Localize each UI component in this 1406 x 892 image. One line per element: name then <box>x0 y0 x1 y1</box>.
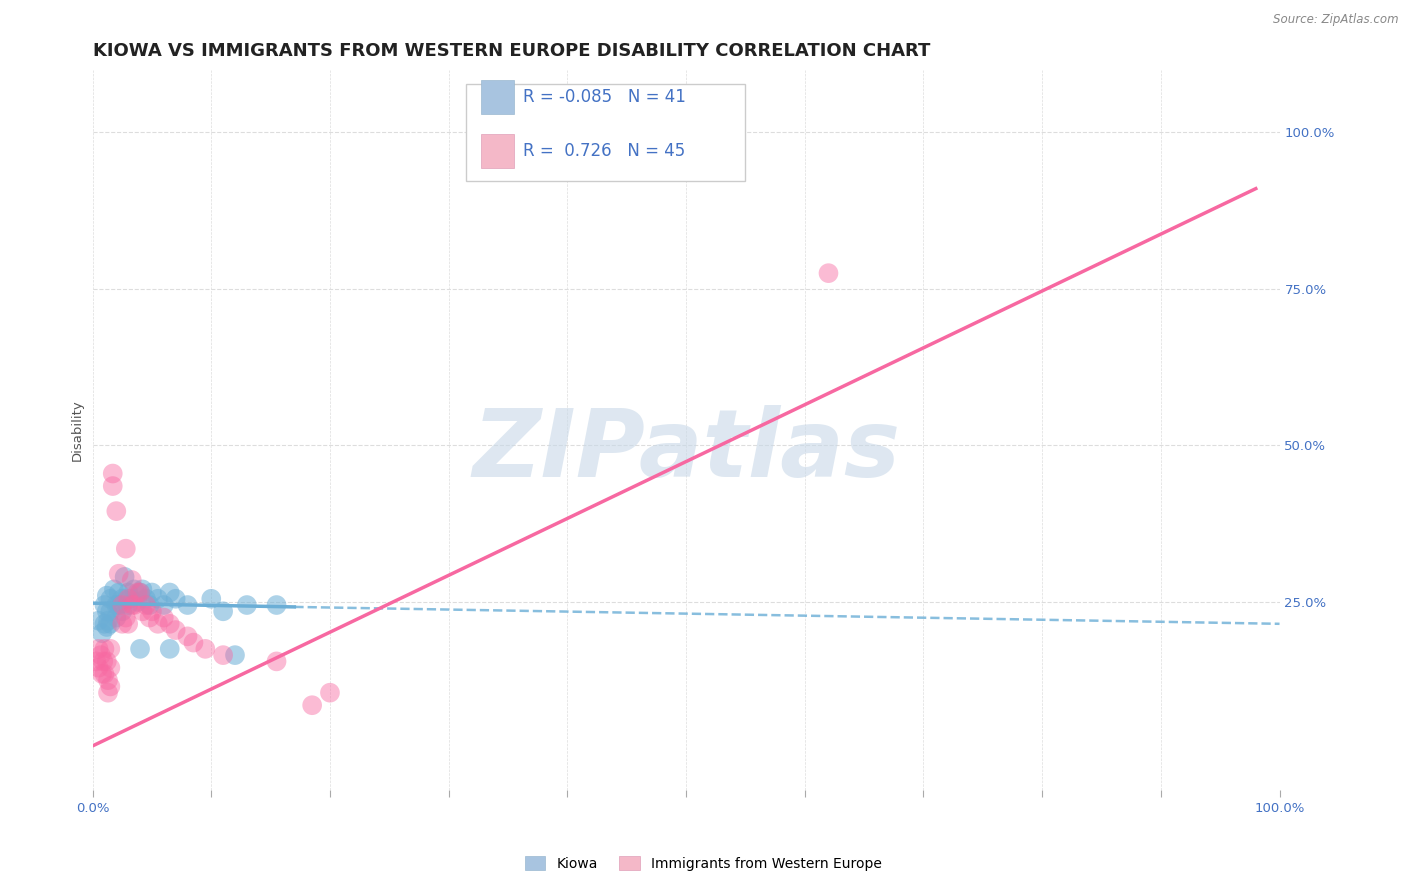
Point <box>117 616 139 631</box>
Point <box>117 591 139 606</box>
Point <box>107 585 129 599</box>
Point <box>101 479 124 493</box>
Point <box>93 616 115 631</box>
Text: ZIPatlas: ZIPatlas <box>472 405 900 498</box>
Point <box>87 614 110 628</box>
Point <box>183 635 205 649</box>
Point <box>176 629 198 643</box>
Point <box>100 641 122 656</box>
Point <box>117 598 139 612</box>
Point <box>117 585 139 599</box>
Point <box>129 585 152 599</box>
Point <box>100 604 122 618</box>
Point <box>105 598 128 612</box>
Point <box>135 598 157 612</box>
Point <box>135 591 157 606</box>
Bar <box>481 134 515 169</box>
Point <box>319 686 342 700</box>
Point <box>100 660 122 674</box>
Point <box>121 573 143 587</box>
Point <box>93 641 115 656</box>
Point <box>91 626 114 640</box>
Point <box>111 591 134 606</box>
Point <box>131 582 153 597</box>
Point <box>194 641 217 656</box>
Point <box>236 598 259 612</box>
Point <box>100 591 122 606</box>
Point <box>96 620 118 634</box>
Point <box>817 266 839 280</box>
Point <box>111 604 134 618</box>
Point <box>101 467 124 481</box>
Point <box>96 654 118 668</box>
Point <box>120 591 142 606</box>
Point <box>131 604 153 618</box>
Point <box>152 598 174 612</box>
Point <box>212 604 235 618</box>
Point <box>91 667 114 681</box>
Point <box>97 673 120 688</box>
Bar <box>481 79 515 114</box>
Point <box>138 610 160 624</box>
Point <box>152 610 174 624</box>
Point <box>212 648 235 662</box>
Point <box>84 654 107 668</box>
Point <box>107 598 129 612</box>
Point <box>127 585 149 599</box>
Point <box>159 616 181 631</box>
Text: KIOWA VS IMMIGRANTS FROM WESTERN EUROPE DISABILITY CORRELATION CHART: KIOWA VS IMMIGRANTS FROM WESTERN EUROPE … <box>93 42 929 60</box>
Point <box>107 566 129 581</box>
Point <box>105 504 128 518</box>
Point <box>266 654 288 668</box>
Point <box>141 604 163 618</box>
Point <box>122 582 145 597</box>
Point <box>301 698 323 713</box>
Point <box>129 641 152 656</box>
Point <box>114 570 136 584</box>
Point <box>146 591 169 606</box>
Point <box>114 541 136 556</box>
Point <box>141 585 163 599</box>
Point <box>146 616 169 631</box>
Point <box>100 616 122 631</box>
Point <box>159 641 181 656</box>
Point <box>224 648 246 662</box>
Point <box>266 598 288 612</box>
Point <box>138 598 160 612</box>
Point <box>91 654 114 668</box>
Point <box>93 598 115 612</box>
Point <box>87 641 110 656</box>
Point <box>96 604 118 618</box>
Point <box>127 595 149 609</box>
Point <box>100 680 122 694</box>
Y-axis label: Disability: Disability <box>72 399 84 460</box>
Point <box>111 616 134 631</box>
Point <box>121 598 143 612</box>
Point <box>97 686 120 700</box>
Point <box>122 598 145 612</box>
Point <box>165 623 187 637</box>
Point <box>90 648 112 662</box>
Text: Source: ZipAtlas.com: Source: ZipAtlas.com <box>1274 13 1399 27</box>
FancyBboxPatch shape <box>467 84 745 181</box>
Point <box>165 591 187 606</box>
Point <box>97 614 120 628</box>
Point <box>87 660 110 674</box>
Point <box>93 667 115 681</box>
Point <box>114 610 136 624</box>
Point <box>96 589 118 603</box>
Point <box>159 585 181 599</box>
Point <box>129 585 152 599</box>
Point <box>103 582 125 597</box>
Point <box>200 591 222 606</box>
Legend: Kiowa, Immigrants from Western Europe: Kiowa, Immigrants from Western Europe <box>519 850 887 876</box>
Point <box>176 598 198 612</box>
Text: R = -0.085   N = 41: R = -0.085 N = 41 <box>523 88 686 106</box>
Point <box>105 610 128 624</box>
Text: R =  0.726   N = 45: R = 0.726 N = 45 <box>523 142 686 160</box>
Point <box>111 598 134 612</box>
